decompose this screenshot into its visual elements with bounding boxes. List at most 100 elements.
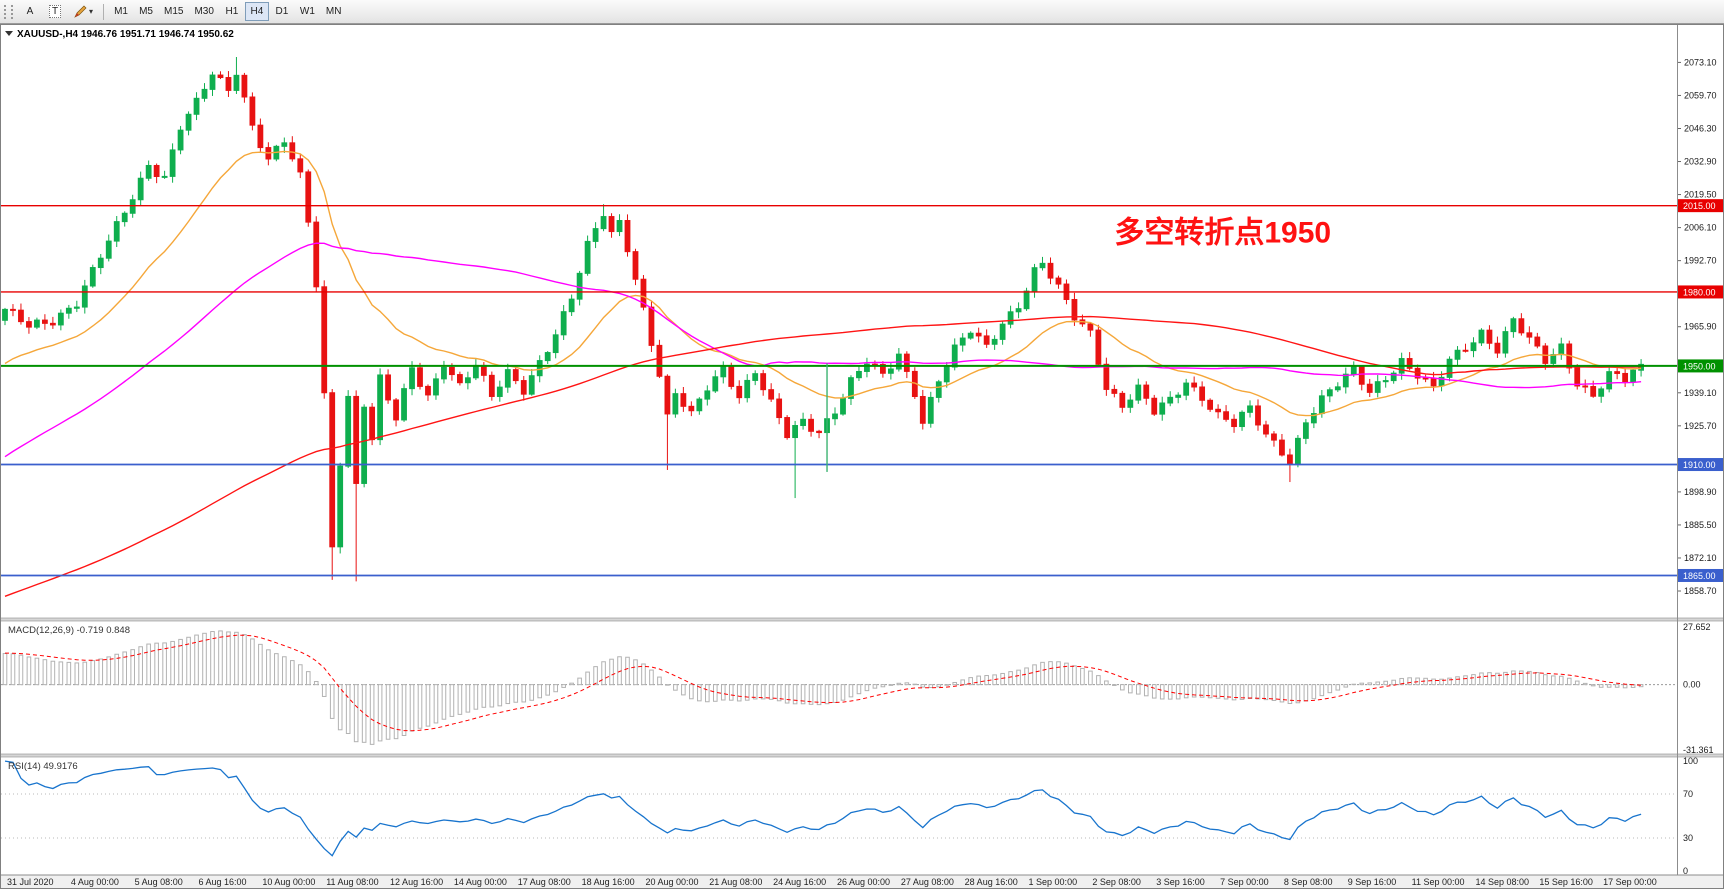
candle-body [903, 353, 910, 372]
macd-histogram-bar [736, 684, 742, 702]
candle-body [688, 405, 695, 412]
price-axis-label: 1872.10 [1684, 553, 1717, 563]
candle-body [704, 390, 711, 400]
macd-histogram-bar [1263, 684, 1269, 701]
draw-tool-button[interactable]: ▾ [68, 2, 98, 21]
text-label-tool-button[interactable]: T [43, 2, 67, 21]
macd-histogram-bar [577, 677, 582, 686]
time-axis-label: 17 Sep 00:00 [1603, 877, 1657, 887]
macd-histogram-bar [673, 684, 678, 691]
candle-body [1486, 329, 1493, 344]
candle-body [768, 389, 775, 400]
rsi-line [4, 760, 1642, 857]
macd-histogram-bar [90, 660, 96, 686]
macd-histogram-bar [130, 649, 135, 686]
candle-body [129, 199, 136, 214]
candle-body [1510, 318, 1517, 333]
candle-body [1271, 433, 1277, 441]
macd-histogram [2, 630, 1644, 745]
time-axis-label: 7 Sep 00:00 [1220, 877, 1269, 887]
candle-body [1430, 377, 1437, 387]
macd-histogram-bar [553, 684, 558, 693]
candle-body [169, 149, 176, 177]
macd-histogram-bar [585, 671, 590, 686]
time-axis-label: 1 Sep 00:00 [1029, 877, 1078, 887]
price-level-tag [1678, 568, 1724, 582]
macd-histogram-bar [545, 684, 550, 696]
candle-body [528, 375, 535, 395]
ma-line-mid [4, 242, 1642, 458]
toolbar-grip[interactable] [4, 4, 13, 19]
candle-body [321, 286, 328, 394]
candle-body [209, 74, 216, 90]
text-tool-button[interactable]: A [18, 2, 42, 21]
candle-body [808, 418, 814, 432]
candle-body [329, 392, 336, 548]
candle-body [1374, 381, 1381, 393]
candle-body [1071, 298, 1078, 321]
candle-body [1055, 277, 1062, 285]
candle-body [1143, 384, 1150, 399]
timeframe-button-mn[interactable]: MN [321, 2, 347, 21]
macd-histogram-bar [697, 684, 702, 702]
macd-histogram-bar [593, 666, 598, 686]
macd-histogram-bar [98, 658, 104, 686]
candle-body [97, 257, 104, 269]
macd-histogram-bar [1271, 684, 1277, 701]
macd-histogram-bar [1024, 667, 1029, 686]
timeframe-button-m15[interactable]: M15 [159, 2, 188, 21]
timeframe-button-m30[interactable]: M30 [189, 2, 218, 21]
macd-histogram-bar [505, 684, 511, 705]
time-scale-area[interactable] [0, 875, 1724, 889]
candle-body [760, 373, 767, 391]
macd-histogram-bar [1543, 674, 1548, 686]
candle-body [792, 425, 799, 439]
collapse-arrow-icon[interactable] [5, 31, 13, 36]
chart-title-ohlc: XAUUSD-,H4 1946.76 1951.71 1946.74 1950.… [17, 29, 234, 40]
candle-body [1135, 384, 1142, 401]
candle-body [991, 338, 998, 345]
timeframe-button-h4[interactable]: H4 [244, 2, 269, 21]
candle-body [800, 418, 806, 427]
macd-histogram-bar [728, 684, 734, 701]
pane-splitter-rsi[interactable] [0, 753, 1724, 758]
macd-histogram-bar [1455, 676, 1460, 686]
candle-body [1350, 366, 1357, 375]
candle-body [616, 220, 623, 233]
candle-body [664, 375, 671, 415]
timeframe-button-h1[interactable]: H1 [220, 2, 244, 21]
macd-histogram-bar [1463, 675, 1468, 686]
macd-histogram-bar [258, 643, 263, 686]
macd-histogram-bar [856, 684, 862, 695]
macd-histogram-bar [689, 684, 694, 700]
candle-body [975, 332, 982, 337]
price-axis: 2073.10 2059.70 2046.30 2032.90 2019.50 2006.… [1677, 57, 1717, 596]
chart-window[interactable]: 2073.10 2059.70 2046.30 2032.90 2019.50 2006.… [0, 24, 1724, 889]
candle-body [1023, 290, 1030, 310]
macd-histogram-bar [1040, 661, 1045, 686]
candle-body [1470, 342, 1477, 352]
candle-body [233, 74, 240, 91]
candle-body [345, 395, 352, 467]
candle-body [959, 337, 966, 346]
macd-histogram-bar [1359, 682, 1365, 686]
timeframe-button-m1[interactable]: M1 [109, 2, 133, 21]
price-scale-area[interactable] [1678, 24, 1724, 875]
macd-histogram-bar [1495, 672, 1500, 686]
macd-histogram-bar [1088, 670, 1093, 686]
candle-body [544, 352, 551, 362]
macd-histogram-bar [720, 684, 726, 701]
price-level-tag-label: 1910.00 [1683, 460, 1716, 470]
candle-body [472, 364, 479, 379]
timeframe-button-m5[interactable]: M5 [134, 2, 158, 21]
candle-body [337, 465, 344, 548]
macd-histogram-bar [1527, 670, 1532, 686]
candle-body [520, 380, 527, 395]
timeframe-button-w1[interactable]: W1 [295, 2, 320, 21]
pane-splitter-macd[interactable] [0, 617, 1724, 622]
macd-histogram-bar [1367, 682, 1373, 686]
timeframe-button-d1[interactable]: D1 [270, 2, 294, 21]
macd-histogram-bar [1391, 679, 1396, 686]
macd-histogram-bar [896, 682, 902, 686]
annotation-text[interactable]: 多空转折点1950 [1114, 217, 1331, 250]
